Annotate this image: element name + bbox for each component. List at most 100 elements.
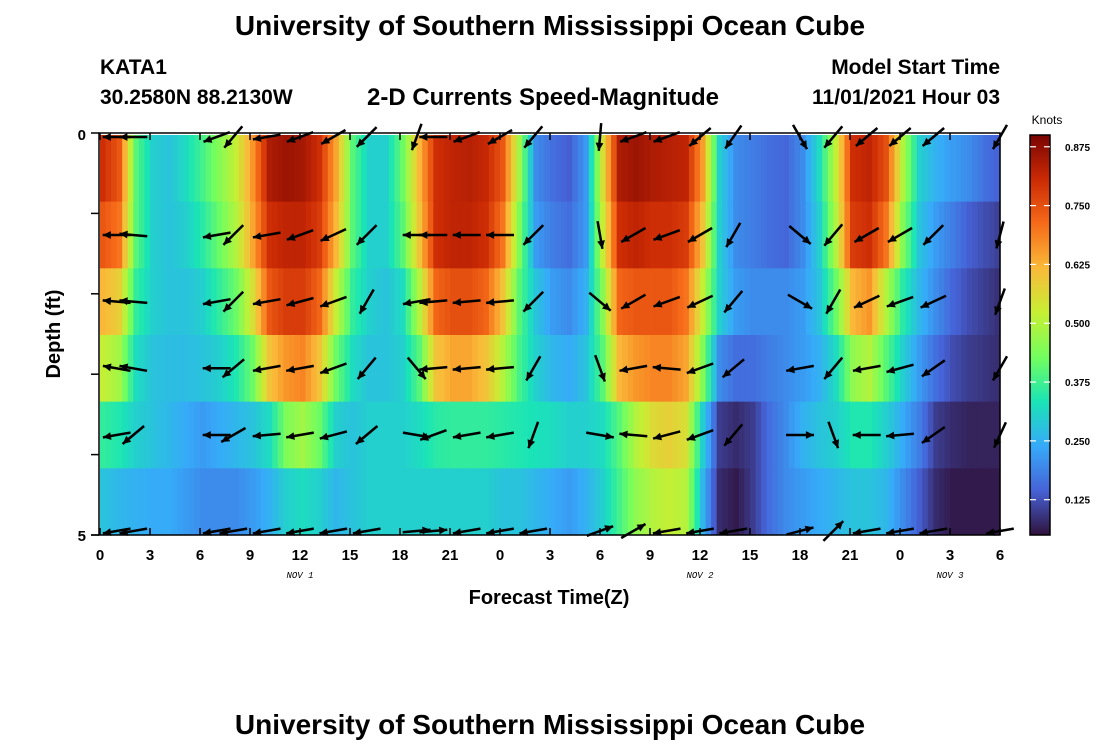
heat-cell xyxy=(816,135,823,203)
heat-cell xyxy=(461,135,468,203)
heat-cell xyxy=(638,468,646,536)
heat-cell xyxy=(772,401,779,469)
current-vector xyxy=(827,421,840,449)
heat-cell xyxy=(755,401,762,469)
heat-cell xyxy=(561,401,568,469)
heat-cell xyxy=(388,268,396,336)
vector-head xyxy=(286,528,295,536)
heat-cell xyxy=(772,201,779,269)
heat-cell xyxy=(377,335,384,403)
heat-cell xyxy=(344,268,351,336)
heat-cell xyxy=(505,135,512,203)
heat-cell xyxy=(838,468,846,536)
heat-cell xyxy=(316,135,323,203)
heat-cell xyxy=(633,201,640,269)
vector-head xyxy=(202,431,211,439)
heat-cell xyxy=(805,201,812,269)
heat-cell xyxy=(538,201,546,269)
heat-cell xyxy=(172,401,179,469)
current-vector xyxy=(485,364,515,373)
current-vector xyxy=(922,224,945,246)
heat-cell xyxy=(138,401,146,469)
heat-cell xyxy=(888,135,896,203)
vector-head xyxy=(102,528,112,536)
heat-cell xyxy=(683,468,690,536)
heat-cell xyxy=(355,401,362,469)
heat-cell xyxy=(366,335,373,403)
heat-cell xyxy=(433,135,440,203)
vector-head xyxy=(993,371,1001,381)
heat-cell xyxy=(905,335,912,403)
current-vector xyxy=(252,431,281,440)
heat-cell xyxy=(750,268,757,336)
heat-cell xyxy=(133,401,140,469)
heat-cell xyxy=(155,335,162,403)
current-vector xyxy=(452,431,481,440)
heat-cell xyxy=(533,335,540,403)
heat-cell xyxy=(277,401,284,469)
heat-cell xyxy=(361,135,368,203)
heat-cell xyxy=(250,268,257,336)
heat-cell xyxy=(588,201,596,269)
heat-cell xyxy=(872,201,879,269)
vector-head xyxy=(653,233,663,241)
heat-cell xyxy=(394,335,401,403)
heat-cell xyxy=(844,468,851,536)
current-vector xyxy=(119,133,148,141)
current-vector xyxy=(855,127,879,147)
heat-cell xyxy=(366,268,373,336)
heat-cell xyxy=(777,268,784,336)
current-vector xyxy=(823,223,844,247)
heat-cell xyxy=(177,335,184,403)
heat-cell xyxy=(594,468,601,536)
heat-cell xyxy=(733,268,740,336)
vector-head xyxy=(621,301,631,309)
heat-cell xyxy=(677,401,684,469)
heat-cell xyxy=(544,401,551,469)
heat-cell xyxy=(511,135,518,203)
heat-cell xyxy=(322,135,329,203)
heat-cell xyxy=(977,268,984,336)
current-vector xyxy=(822,520,845,542)
heat-cell xyxy=(700,268,707,336)
vector-head xyxy=(221,434,231,442)
heat-cell xyxy=(988,468,996,536)
vector-head xyxy=(452,364,462,373)
vector-head xyxy=(486,432,495,440)
current-vector xyxy=(320,227,347,243)
heat-cell xyxy=(516,401,523,469)
vector-head xyxy=(854,234,864,242)
current-vector xyxy=(452,527,481,536)
heat-cell xyxy=(888,468,896,536)
heat-cell xyxy=(305,468,312,536)
heat-cell xyxy=(227,135,234,203)
heat-cell xyxy=(261,468,268,536)
heat-cell xyxy=(600,135,607,203)
heat-cell xyxy=(438,468,446,536)
heat-cell xyxy=(711,201,718,269)
heat-cell xyxy=(372,401,379,469)
heat-cell xyxy=(850,135,857,203)
station-coordinates: 30.2580N 88.2130W xyxy=(100,86,293,109)
heat-cell xyxy=(650,135,657,203)
vector-head xyxy=(486,364,495,373)
current-vector xyxy=(653,131,681,143)
date-label: NOV 3 xyxy=(936,571,964,581)
heat-cell xyxy=(772,335,779,403)
heat-cell xyxy=(300,135,307,203)
heat-cell xyxy=(244,201,251,269)
heat-cell xyxy=(938,335,946,403)
heat-cell xyxy=(977,468,984,536)
heat-cell xyxy=(361,468,368,536)
heat-cell xyxy=(111,135,118,203)
heat-cell xyxy=(433,401,440,469)
heat-cell xyxy=(377,468,384,536)
heat-cell xyxy=(911,335,918,403)
heat-cell xyxy=(916,201,923,269)
vector-head xyxy=(597,240,605,249)
heat-cell xyxy=(294,468,301,536)
vector-head xyxy=(527,439,535,449)
heat-cell xyxy=(955,401,962,469)
vector-head xyxy=(355,435,365,444)
heat-cell xyxy=(450,135,457,203)
